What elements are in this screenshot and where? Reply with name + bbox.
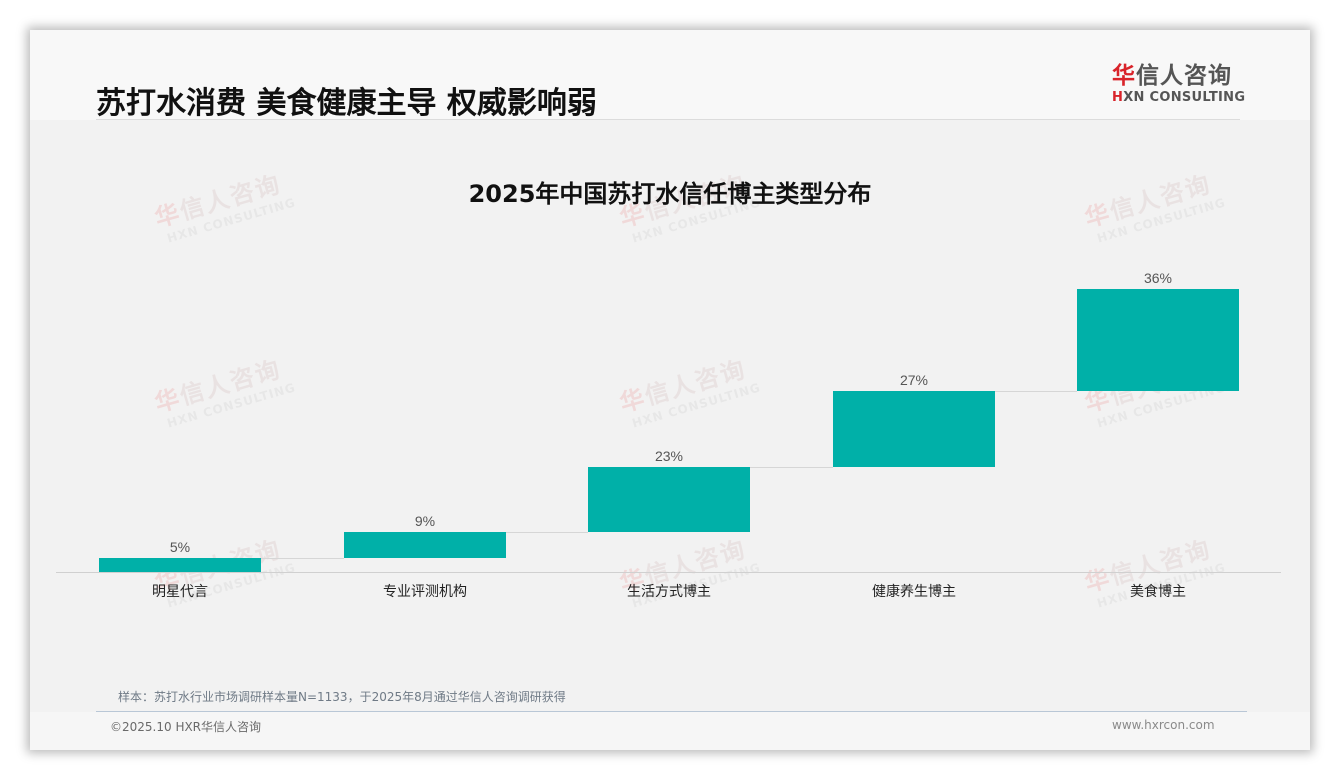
bar-value-label: 9% <box>414 513 436 530</box>
copyright: ©2025.10 HXR华信人咨询 <box>110 720 262 734</box>
category-label: 专业评测机构 <box>383 584 467 600</box>
bar <box>344 532 506 558</box>
bar-value-label: 23% <box>654 448 684 465</box>
brand-logo: 华信人咨询 HXN CONSULTING <box>1112 63 1246 105</box>
logo-en-accent: H <box>1112 90 1124 105</box>
slide: 苏打水消费 美食健康主导 权威影响弱 华信人咨询 HXN CONSULTING … <box>30 30 1310 750</box>
logo-cn-rest: 信人咨询 <box>1136 63 1232 89</box>
bar <box>833 390 995 468</box>
category-label: 美食博主 <box>1130 584 1186 600</box>
bar-value-label: 27% <box>899 371 929 388</box>
bar <box>588 467 750 533</box>
category-label: 健康养生博主 <box>872 584 956 600</box>
category-label: 明星代言 <box>152 584 208 600</box>
sample-note: 样本：苏打水行业市场调研样本量N=1133，于2025年8月通过华信人咨询调研获… <box>118 690 566 704</box>
connector-line <box>506 532 588 533</box>
logo-cn-accent: 华 <box>1112 63 1136 89</box>
chart-title: 2025年中国苏打水信任博主类型分布 <box>468 180 872 208</box>
logo-en: HXN CONSULTING <box>1112 90 1246 105</box>
bar-value-label: 5% <box>169 538 191 555</box>
connector-line <box>261 558 344 559</box>
connector-line <box>995 391 1077 392</box>
page-title: 苏打水消费 美食健康主导 权威影响弱 <box>96 86 597 121</box>
bar <box>1077 289 1239 391</box>
footer-divider <box>96 711 1247 712</box>
header-divider <box>96 119 1240 120</box>
logo-cn: 华信人咨询 <box>1112 63 1242 89</box>
footer-band <box>30 712 1310 750</box>
header-band <box>30 30 1310 120</box>
bar-value-label: 36% <box>1143 270 1173 286</box>
website-link[interactable]: www.hxrcon.com <box>1112 718 1215 732</box>
x-axis-line <box>56 572 1281 573</box>
connector-line <box>750 467 833 468</box>
logo-en-rest: XN CONSULTING <box>1123 90 1246 105</box>
bar <box>99 557 261 572</box>
waterfall-chart: 5% 明星代言 9% 专业评测机构 23% 生活方式博主 27% 健康养生博主 36% 美食博主 <box>30 30 1310 750</box>
category-label: 生活方式博主 <box>627 584 711 600</box>
